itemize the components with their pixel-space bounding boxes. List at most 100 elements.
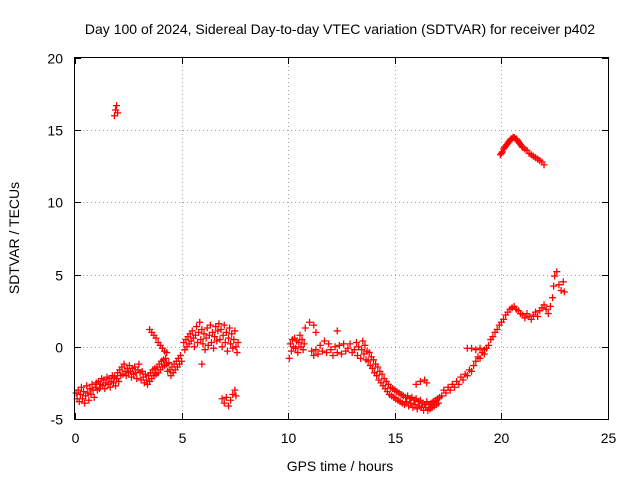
data-point [220, 321, 228, 329]
data-point [463, 372, 471, 380]
data-point [308, 347, 316, 355]
data-point [338, 350, 345, 358]
data-point [162, 354, 170, 362]
data-point [333, 327, 341, 335]
data-point [468, 344, 476, 352]
data-point [374, 363, 382, 371]
data-point [559, 278, 567, 286]
data-point [223, 347, 231, 355]
data-point [215, 320, 223, 328]
data-point [540, 301, 548, 309]
data-point [233, 349, 241, 357]
data-point [230, 336, 238, 344]
data-point [455, 380, 463, 388]
data-point [493, 325, 501, 333]
data-point [232, 392, 240, 400]
data-point [446, 386, 454, 394]
data-point [500, 315, 508, 323]
data-point [211, 333, 219, 341]
data-point [450, 383, 458, 391]
data-point [106, 383, 114, 391]
data-point [373, 372, 381, 380]
data-point [232, 343, 240, 351]
data-point [213, 337, 221, 345]
data-point [163, 349, 171, 357]
data-point [292, 344, 300, 352]
data-point [200, 330, 208, 338]
data-point [190, 343, 198, 351]
data-point [81, 399, 89, 407]
data-point [101, 385, 109, 393]
y-tick-label: 20 [47, 51, 63, 67]
data-point [476, 344, 484, 352]
data-point [142, 376, 150, 384]
data-point [222, 328, 230, 336]
data-point [480, 350, 488, 358]
data-point [229, 344, 237, 352]
data-point [527, 315, 535, 323]
data-point [310, 351, 318, 359]
x-tick-label: 20 [494, 430, 510, 446]
data-point [476, 354, 484, 362]
data-point [423, 379, 431, 387]
data-point [358, 346, 366, 354]
data-point [198, 360, 206, 368]
data-point [86, 385, 94, 393]
data-point [442, 389, 450, 397]
data-point [553, 268, 561, 276]
data-point [120, 360, 128, 368]
data-point [221, 338, 229, 346]
data-point [301, 324, 309, 332]
data-point [287, 347, 295, 355]
data-point [359, 337, 367, 345]
data-point [227, 340, 235, 348]
data-point [316, 341, 324, 349]
data-point [369, 356, 377, 364]
data-point [225, 334, 233, 342]
x-tick-label: 5 [179, 430, 187, 446]
data-point [459, 376, 467, 384]
data-point [217, 325, 225, 333]
data-points [72, 102, 568, 414]
data-point [218, 343, 226, 351]
data-point [470, 362, 478, 370]
data-point [472, 346, 480, 354]
data-point [188, 327, 196, 335]
data-point [80, 388, 88, 396]
data-point [201, 346, 209, 354]
data-point [85, 396, 93, 404]
data-point [549, 294, 557, 302]
data-point [323, 349, 331, 357]
data-point [90, 393, 98, 401]
data-point [114, 109, 122, 117]
data-point [207, 338, 215, 346]
data-point [357, 354, 365, 362]
data-point [299, 346, 307, 354]
data-point [438, 392, 446, 400]
data-point [532, 308, 540, 316]
chart-title: Day 100 of 2024, Sidereal Day-to-day VTE… [85, 21, 595, 37]
data-point [412, 380, 420, 388]
x-tick-label: 0 [72, 430, 80, 446]
x-tick-label: 10 [281, 430, 297, 446]
data-point [197, 336, 205, 344]
data-point [472, 357, 480, 365]
data-point [365, 349, 373, 357]
data-point [485, 341, 493, 349]
data-point [542, 305, 550, 313]
x-tick-label: 15 [388, 430, 404, 446]
data-point [177, 351, 185, 359]
data-point [112, 382, 120, 390]
data-point [364, 357, 372, 365]
data-point [165, 359, 173, 367]
data-point [555, 281, 563, 289]
data-point [378, 370, 386, 378]
data-point [227, 396, 235, 404]
data-point [135, 360, 143, 368]
data-point [346, 340, 354, 348]
data-point [222, 393, 230, 401]
data-point [193, 323, 201, 331]
data-point [331, 343, 339, 351]
data-point [350, 346, 358, 354]
